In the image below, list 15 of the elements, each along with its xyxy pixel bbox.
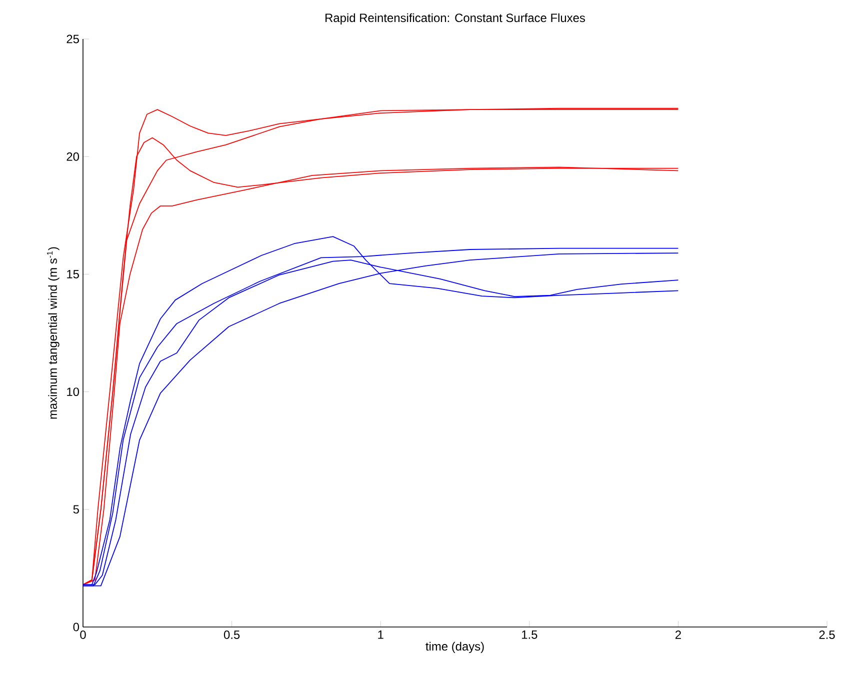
x-tick-label: 1: [378, 630, 384, 639]
y-tick-label: 5: [73, 505, 79, 514]
y-axis-title: maximum tangential wind (m s$^{-1}$): [47, 247, 60, 419]
x-tick-label: 1.5: [522, 630, 538, 639]
y-tick-label: 10: [67, 388, 80, 396]
x-tick-label: 2.5: [819, 630, 835, 639]
chart-title: Rapid Reintensification: Constant Surface Fluxes: [326, 13, 585, 24]
x-tick-label: 0.5: [224, 630, 240, 639]
x-tick-label: 0: [80, 630, 86, 639]
y-tick-label: 20: [66, 152, 80, 161]
x-axis-title: time (days): [426, 642, 484, 653]
y-tick-label: 0: [73, 622, 80, 632]
y-tick-label: 15: [67, 270, 79, 278]
y-tick-label: 25: [66, 34, 79, 44]
x-tick-label: 2: [675, 630, 681, 639]
